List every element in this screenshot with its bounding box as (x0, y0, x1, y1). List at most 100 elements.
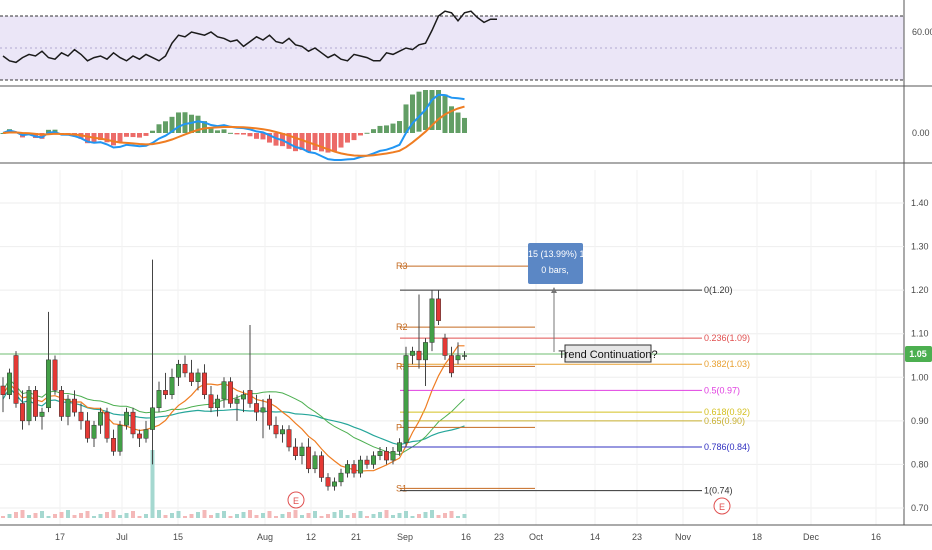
macd-histogram-bar (332, 133, 337, 152)
macd-histogram-bar (286, 133, 292, 149)
macd-pane[interactable]: 0.00 (0, 90, 930, 161)
earnings-marker-2[interactable]: E (713, 497, 731, 515)
earnings-icon (713, 497, 731, 515)
time-tick-label: 23 (494, 532, 504, 542)
macd-histogram-bar (247, 133, 253, 137)
pivot-label: R1 (396, 361, 408, 371)
macd-histogram-bar (46, 129, 51, 133)
volume-bar (124, 513, 129, 518)
volume-bar (267, 511, 272, 518)
time-tick-label: 17 (55, 532, 65, 542)
volume-bar (170, 513, 174, 518)
ma-teal-line (2, 387, 465, 446)
volume-bar (378, 512, 382, 518)
macd-histogram-bar (143, 133, 149, 136)
volume-bar (261, 513, 265, 518)
rsi-line (2, 10, 497, 64)
macd-histogram-bar (150, 130, 155, 133)
rsi-axis-tick: 60.00 (912, 27, 932, 37)
time-tick-label: 15 (173, 532, 183, 542)
macd-histogram-bar (267, 133, 272, 143)
candle-body (338, 472, 344, 483)
price-tick-label: 0.70 (911, 503, 929, 513)
candle-body (299, 446, 305, 456)
time-tick-label: Jul (116, 532, 128, 542)
macd-histogram-bar (358, 133, 363, 136)
macd-histogram-bar (319, 133, 324, 152)
volume-bar (66, 510, 70, 518)
candle-body (319, 455, 324, 478)
fib-retracement[interactable]: 0(1.20) 0.236(1.09) 0.382(1.03) 0.5(0.97) 0.… (400, 285, 750, 496)
candle-body (202, 372, 207, 395)
trend-note-text: Trend Continuation? (558, 349, 657, 361)
macd-histogram-bar (345, 133, 350, 143)
price-tick-label: 1.00 (911, 372, 929, 382)
candle-body (397, 442, 402, 452)
macd-histogram-bar (208, 127, 214, 133)
macd-histogram-bar (163, 121, 168, 133)
volume-bar (98, 514, 103, 518)
candle-body (423, 342, 428, 361)
measure-callout[interactable]: 0.15 (13.99%) 15 0 bars, (520, 243, 590, 352)
macd-histogram-bar (364, 132, 370, 134)
volume-bar (339, 510, 343, 518)
macd-histogram-bar (371, 129, 376, 133)
measure-box (528, 243, 583, 284)
candle-body (85, 420, 90, 439)
volume-bar (417, 514, 421, 518)
macd-signal-line (2, 105, 465, 157)
candle-body (325, 477, 331, 487)
macd-histogram-bar (104, 133, 110, 143)
candle-body (280, 429, 285, 435)
macd-histogram-bar (117, 133, 123, 142)
candle-body (384, 451, 389, 461)
volume-bar (313, 511, 317, 518)
macd-histogram-bar (403, 104, 409, 133)
candle-body (72, 398, 77, 413)
candle-body (351, 464, 357, 474)
candle-body (273, 424, 279, 435)
pivot-label: S1 (396, 483, 407, 493)
macd-histogram-bar (462, 117, 467, 133)
volume-bar (222, 511, 226, 518)
price-tick-label: 1.30 (911, 242, 929, 252)
time-tick-label: 12 (306, 532, 316, 542)
volume-bar (345, 515, 350, 518)
macd-histogram-bar (221, 129, 227, 133)
volume-bar (118, 515, 122, 518)
candle-body (7, 372, 12, 395)
candle-body (91, 424, 97, 439)
volume-bar (319, 516, 324, 518)
candle-body (13, 355, 19, 404)
volume-bar (228, 516, 233, 518)
volume-bar (20, 510, 25, 518)
volume-bar (196, 512, 200, 518)
candle-body (247, 390, 253, 404)
macd-histogram-bar (429, 90, 435, 130)
volume-bars (1, 450, 467, 518)
macd-histogram-bar (195, 115, 201, 133)
candle-body (228, 381, 233, 404)
volume-bar (189, 514, 194, 518)
macd-histogram-bar (39, 133, 45, 139)
rsi-pane[interactable]: 60.00 (0, 10, 932, 81)
candle-body (150, 407, 155, 430)
time-tick-label: Sep (397, 532, 413, 542)
candle-body (221, 381, 227, 400)
volume-bar (92, 516, 96, 518)
volume-bar (137, 516, 142, 518)
candle-body (124, 411, 129, 426)
candle-body (111, 438, 116, 452)
volume-bar (157, 510, 161, 518)
volume-bar (410, 516, 415, 518)
macd-histogram-bar (111, 133, 116, 146)
volume-bar (254, 515, 259, 518)
macd-histogram-bar (390, 123, 396, 133)
trend-note[interactable]: Trend Continuation? (558, 344, 658, 363)
last-price-badge: 1.05 (905, 346, 932, 362)
candle-body (26, 390, 32, 422)
candle-body (306, 446, 311, 470)
measure-arrow-icon (551, 287, 557, 293)
earnings-marker-1[interactable]: E (287, 491, 305, 509)
